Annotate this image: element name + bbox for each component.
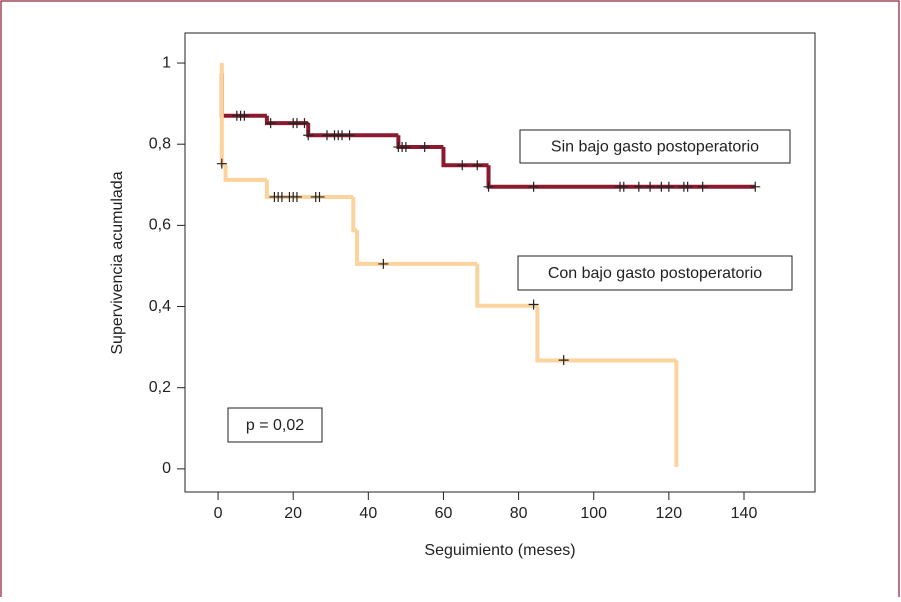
survival-step — [441, 147, 489, 168]
censor-mark — [528, 181, 539, 192]
legend-label: Sin bajo gasto postoperatorio — [551, 139, 759, 156]
survival-step — [486, 165, 756, 189]
censor-mark — [265, 118, 276, 129]
survival-step — [396, 135, 444, 150]
y-tick-label: 0,6 — [149, 217, 171, 234]
censor-mark — [750, 181, 761, 192]
survival-step — [475, 263, 538, 308]
censor-mark — [344, 130, 355, 141]
censor-mark — [618, 181, 629, 192]
y-tick-label: 0,4 — [149, 298, 171, 315]
censor-mark — [483, 181, 494, 192]
legend-label-box — [517, 255, 793, 291]
survival-step — [219, 73, 267, 118]
censor-mark — [528, 299, 539, 310]
censor-mark — [663, 181, 674, 192]
survival-step — [264, 179, 354, 199]
censor-mark — [419, 142, 430, 153]
y-axis-title: Supervivencia acumulada — [109, 171, 126, 354]
x-tick-label: 20 — [284, 505, 302, 522]
x-tick-label: 100 — [580, 505, 607, 522]
x-tick-label: 120 — [656, 505, 683, 522]
survival-step — [219, 63, 226, 167]
censor-mark — [400, 142, 411, 153]
survival-step — [535, 305, 677, 363]
censor-mark — [291, 191, 302, 202]
survival-step — [306, 123, 399, 138]
x-tick-label: 40 — [359, 505, 377, 522]
x-tick-label: 80 — [510, 505, 528, 522]
x-tick-label: 140 — [731, 505, 758, 522]
y-tick-label: 0 — [162, 460, 171, 477]
censor-mark — [682, 181, 693, 192]
annotation: p = 0,02 — [246, 417, 304, 434]
censor-mark — [472, 160, 483, 171]
survival-step — [223, 164, 267, 182]
censor-mark — [457, 160, 468, 171]
x-tick-label: 0 — [214, 505, 223, 522]
y-tick-label: 0,8 — [149, 135, 171, 152]
censor-mark — [216, 158, 227, 169]
x-tick-label: 60 — [435, 505, 453, 522]
censor-mark — [303, 130, 314, 141]
legend-label: Con bajo gasto postoperatorio — [548, 265, 762, 282]
annotation-box — [227, 407, 323, 443]
survival-step — [355, 230, 478, 266]
x-axis-title: Seguimiento (meses) — [424, 542, 575, 559]
censor-mark — [633, 181, 644, 192]
plot-box — [184, 32, 816, 493]
survival-step — [264, 115, 309, 126]
survival-step — [351, 196, 358, 233]
censor-mark — [697, 181, 708, 192]
censor-mark — [378, 258, 389, 269]
censor-mark — [645, 181, 656, 192]
legend-label-box — [519, 129, 791, 164]
censor-mark — [299, 118, 310, 129]
censor-mark — [239, 110, 250, 121]
censor-mark — [314, 191, 325, 202]
censor-mark — [558, 355, 569, 366]
y-tick-label: 1 — [162, 54, 171, 71]
y-tick-label: 0,2 — [149, 379, 171, 396]
